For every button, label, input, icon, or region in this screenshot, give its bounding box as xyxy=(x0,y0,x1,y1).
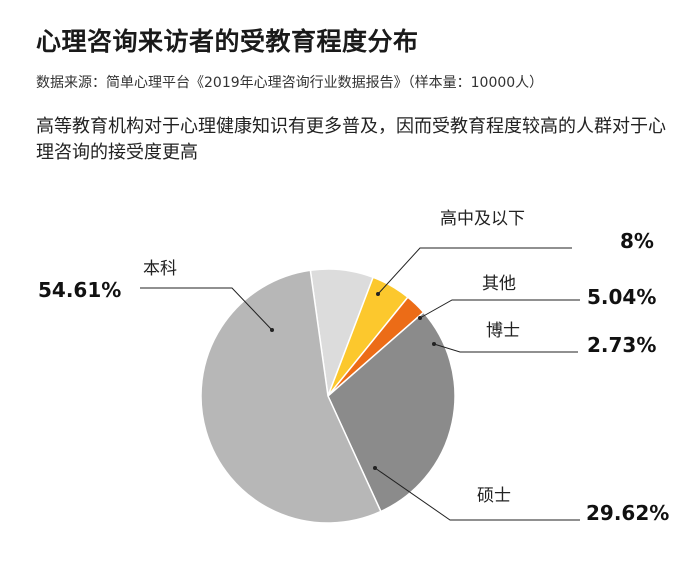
leader-dot-0 xyxy=(376,292,380,296)
leader-dot-3 xyxy=(373,466,377,470)
chart-title: 心理咨询来访者的受教育程度分布 xyxy=(36,27,419,56)
slice-label-3: 硕士 xyxy=(477,486,511,506)
slice-label-1: 其他 xyxy=(482,274,516,294)
slice-value-2: 2.73% xyxy=(587,333,656,357)
slice-value-3: 29.62% xyxy=(586,501,669,525)
leader-dot-2 xyxy=(432,342,436,346)
data-source: 数据来源：简单心理平台《2019年心理咨询行业数据报告》（样本量：10000人） xyxy=(36,75,544,91)
leader-line-1 xyxy=(419,299,580,319)
pie-slice-3 xyxy=(327,311,456,513)
slice-value-4: 54.61% xyxy=(38,278,121,302)
leader-dot-1 xyxy=(418,316,422,320)
leader-dot-4 xyxy=(270,328,274,332)
leader-line-2 xyxy=(433,343,578,353)
slice-value-1: 5.04% xyxy=(587,285,656,309)
leader-line-0 xyxy=(377,247,572,295)
leader-line-3 xyxy=(374,467,580,521)
slice-label-2: 博士 xyxy=(486,321,520,341)
slice-label-0: 高中及以下 xyxy=(440,209,525,229)
slice-label-4: 本科 xyxy=(143,259,177,279)
slice-value-0: 8% xyxy=(620,229,654,253)
pie-slice-4 xyxy=(200,269,382,524)
chart-description: 高等教育机构对于心理健康知识有更多普及，因而受教育程度较高的人群对于心理咨询的接… xyxy=(36,116,666,163)
leader-line-4 xyxy=(140,287,273,331)
